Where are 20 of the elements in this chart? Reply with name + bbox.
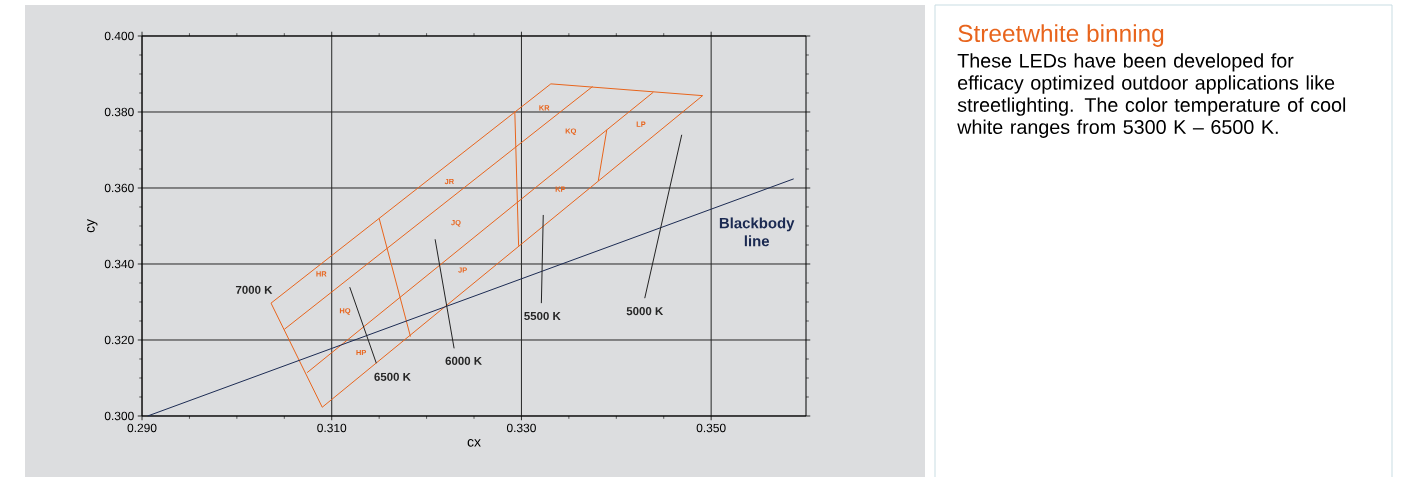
y-tick-label: 0.360	[104, 183, 134, 192]
annotation: 5000 K	[626, 306, 664, 315]
annotation: 6000 K	[445, 356, 482, 365]
text: Streetwhite binning	[958, 23, 1164, 47]
y-tick-label: 0.320	[104, 335, 134, 344]
y-tick-label: 0.380	[104, 107, 134, 116]
y-tick-label: 0.400	[104, 31, 134, 40]
x-tick-label: 0.350	[696, 423, 726, 432]
series-label: Blackbody line	[719, 217, 795, 247]
x-tick-label: 0.310	[317, 423, 347, 432]
annotation: 5500 K	[524, 311, 561, 320]
x-tick-label: 0.330	[506, 423, 536, 432]
x-tick-label: 0.290	[127, 423, 157, 432]
y-axis-title: cy	[87, 218, 98, 233]
annotation: 7000 K	[235, 285, 273, 294]
text: These LEDs have been developed for efficacy optimized outdoor applications like streetlighting. The color temperature of cool white ranges from 5300 K – 6500 K.	[957, 52, 1346, 138]
y-tick-label: 0.300	[104, 411, 134, 420]
annotation: 6500 K	[374, 372, 411, 381]
x-axis-title: cx	[467, 438, 481, 447]
y-tick-label: 0.340	[104, 259, 134, 268]
